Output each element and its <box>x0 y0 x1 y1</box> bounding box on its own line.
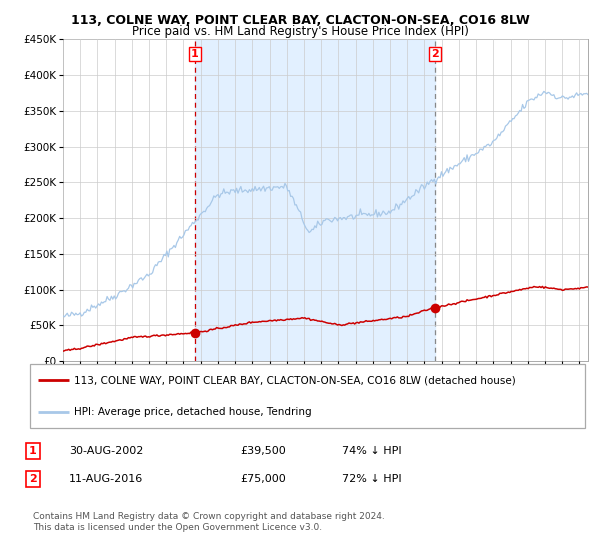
Text: £39,500: £39,500 <box>240 446 286 456</box>
Text: 72% ↓ HPI: 72% ↓ HPI <box>342 474 401 484</box>
Text: HPI: Average price, detached house, Tendring: HPI: Average price, detached house, Tend… <box>74 407 312 417</box>
Text: 2: 2 <box>29 474 37 484</box>
Text: Contains HM Land Registry data © Crown copyright and database right 2024.
This d: Contains HM Land Registry data © Crown c… <box>33 512 385 532</box>
Text: 1: 1 <box>191 49 199 59</box>
Text: Price paid vs. HM Land Registry's House Price Index (HPI): Price paid vs. HM Land Registry's House … <box>131 25 469 38</box>
Text: 74% ↓ HPI: 74% ↓ HPI <box>342 446 401 456</box>
Text: 30-AUG-2002: 30-AUG-2002 <box>69 446 143 456</box>
Text: 11-AUG-2016: 11-AUG-2016 <box>69 474 143 484</box>
Text: 113, COLNE WAY, POINT CLEAR BAY, CLACTON-ON-SEA, CO16 8LW: 113, COLNE WAY, POINT CLEAR BAY, CLACTON… <box>71 14 529 27</box>
Text: £75,000: £75,000 <box>240 474 286 484</box>
Bar <box>195 39 435 361</box>
Text: 1: 1 <box>29 446 37 456</box>
FancyBboxPatch shape <box>30 364 585 428</box>
Text: 2: 2 <box>431 49 439 59</box>
Text: 113, COLNE WAY, POINT CLEAR BAY, CLACTON-ON-SEA, CO16 8LW (detached house): 113, COLNE WAY, POINT CLEAR BAY, CLACTON… <box>74 375 516 385</box>
